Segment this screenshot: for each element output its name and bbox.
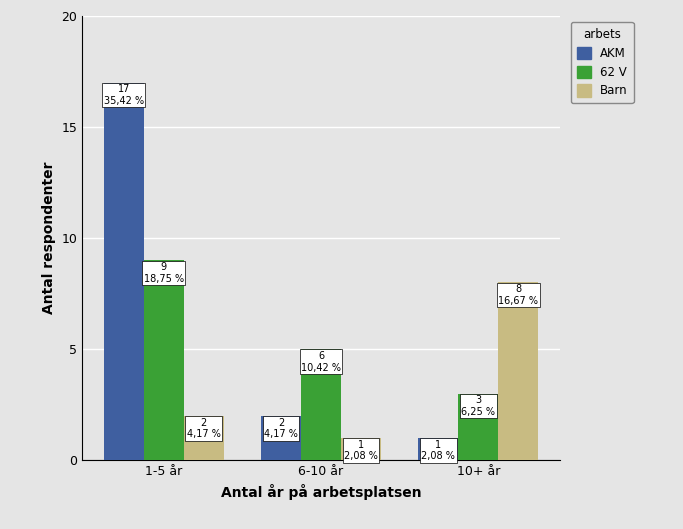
Y-axis label: Antal respondenter: Antal respondenter [42,162,56,314]
Bar [301,349,341,460]
Text: 6
10,42 %: 6 10,42 % [301,351,341,372]
Text: 1
2,08 %: 1 2,08 % [344,440,378,461]
Text: 2
4,17 %: 2 4,17 % [264,417,298,439]
Text: 2
4,17 %: 2 4,17 % [187,417,221,439]
Bar [418,438,458,460]
Bar [143,260,184,460]
Text: 8
16,67 %: 8 16,67 % [499,284,538,306]
Text: 9
18,75 %: 9 18,75 % [143,262,184,284]
Bar [261,416,301,460]
Bar [499,282,538,460]
Bar [458,394,499,460]
Bar [184,416,224,460]
Text: 3
6,25 %: 3 6,25 % [461,395,495,417]
Text: 1
2,08 %: 1 2,08 % [421,440,455,461]
Bar [341,438,381,460]
Legend: AKM, 62 V, Barn: AKM, 62 V, Barn [571,22,634,103]
X-axis label: Antal år på arbetsplatsen: Antal år på arbetsplatsen [221,484,421,500]
Text: 17
35,42 %: 17 35,42 % [104,84,143,106]
Bar [104,83,143,460]
